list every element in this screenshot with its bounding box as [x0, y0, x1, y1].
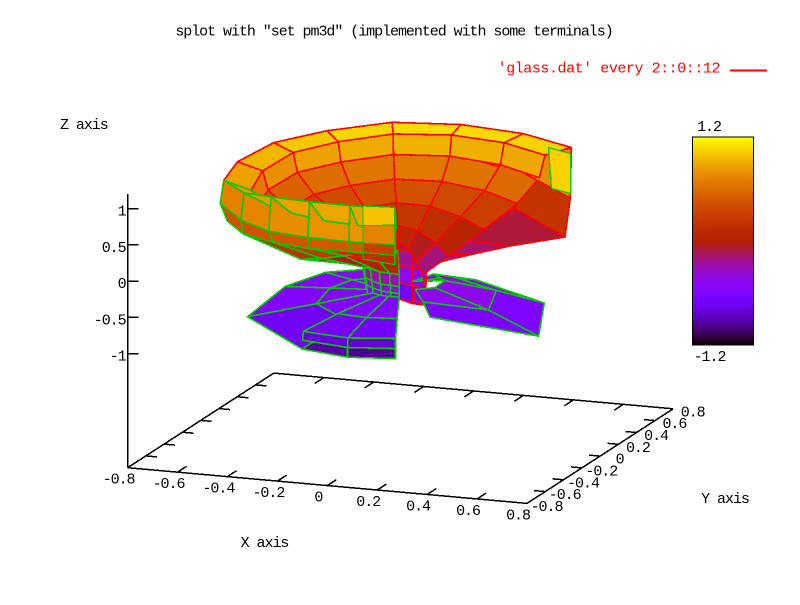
svg-text:-1.2: -1.2	[694, 349, 726, 366]
svg-text:0.6: 0.6	[456, 503, 481, 520]
svg-text:X axis: X axis	[241, 535, 289, 552]
svg-text:0.8: 0.8	[681, 404, 706, 421]
svg-text:0.8: 0.8	[506, 507, 531, 524]
svg-text:-0.8: -0.8	[103, 472, 136, 489]
svg-text:0.5: 0.5	[102, 240, 127, 257]
svg-text:0.2: 0.2	[356, 494, 380, 511]
svg-text:-0.2: -0.2	[252, 485, 284, 502]
svg-text:1.2: 1.2	[697, 119, 721, 136]
svg-text:-0.4: -0.4	[567, 475, 600, 492]
svg-text:-0.8: -0.8	[531, 499, 564, 516]
svg-text:1: 1	[118, 204, 127, 221]
svg-text:0.6: 0.6	[662, 416, 687, 433]
svg-text:-0.6: -0.6	[153, 476, 186, 493]
svg-text:0: 0	[118, 276, 127, 293]
svg-text:0.4: 0.4	[644, 428, 669, 445]
svg-text:-0.6: -0.6	[549, 487, 582, 504]
svg-text:-0.5: -0.5	[94, 312, 127, 329]
svg-text:-0.2: -0.2	[585, 464, 617, 481]
svg-text:0: 0	[616, 452, 625, 469]
svg-text:Y axis: Y axis	[701, 491, 749, 508]
svg-text:-1: -1	[110, 349, 127, 366]
svg-text:Z axis: Z axis	[60, 117, 108, 134]
svg-text:'glass.dat' every 2::0::12: 'glass.dat' every 2::0::12	[498, 61, 720, 78]
svg-text:0: 0	[314, 490, 323, 507]
svg-text:0.2: 0.2	[626, 440, 650, 457]
svg-text:splot with "set pm3d" (impleme: splot with "set pm3d" (implemented with …	[175, 24, 612, 41]
svg-text:-0.4: -0.4	[202, 481, 235, 498]
svg-text:0.4: 0.4	[406, 499, 431, 516]
